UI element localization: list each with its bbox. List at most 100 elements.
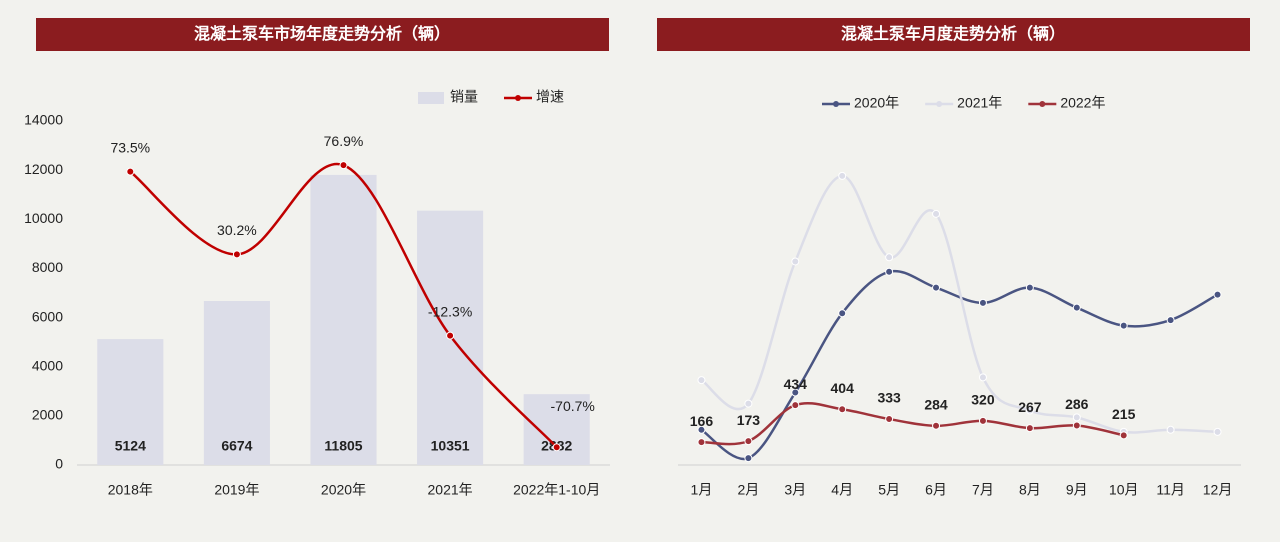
line-series — [701, 401, 1124, 446]
legend-label: 2020年 — [854, 95, 899, 111]
line-series — [700, 269, 1219, 461]
x-tick-label: 2020年 — [321, 482, 366, 498]
x-tick-label: 2022年1-10月 — [513, 482, 600, 498]
point — [697, 376, 706, 385]
point — [838, 171, 847, 180]
point — [1025, 424, 1034, 433]
point — [978, 416, 987, 425]
x-tick-label: 2019年 — [214, 482, 259, 498]
point — [744, 437, 753, 446]
point — [744, 399, 753, 408]
data-label: 76.9% — [324, 133, 364, 149]
legend-label: 增速 — [536, 89, 564, 105]
x-tick-label: 9月 — [1066, 482, 1088, 498]
data-label: 10351 — [431, 438, 470, 454]
data-label: 320 — [971, 392, 995, 408]
chart-title: 混凝土泵车市场年度走势分析（辆） — [194, 24, 450, 43]
y-tick-label: 6000 — [32, 308, 63, 324]
point — [1072, 421, 1081, 430]
y-tick-label: 10000 — [24, 210, 63, 226]
data-label: 284 — [924, 397, 948, 413]
y-tick-label: 2000 — [32, 407, 63, 423]
point — [791, 257, 800, 266]
legend-label: 销量 — [450, 89, 478, 105]
point — [932, 209, 941, 218]
x-tick-label: 4月 — [831, 482, 853, 498]
point — [1166, 425, 1175, 434]
bar — [523, 394, 590, 465]
x-tick-label: 1月 — [691, 482, 713, 498]
point — [744, 454, 753, 463]
data-label: 11805 — [324, 438, 362, 454]
point — [1213, 427, 1222, 436]
point — [1119, 321, 1128, 330]
legend-swatch — [1039, 101, 1046, 107]
x-tick-label: 11月 — [1156, 482, 1185, 498]
legend-swatch — [515, 95, 521, 101]
point — [697, 425, 706, 434]
point — [1072, 413, 1081, 422]
data-label: 5124 — [115, 438, 146, 454]
point — [791, 388, 800, 397]
bar — [203, 301, 270, 465]
y-tick-label: 14000 — [24, 112, 63, 128]
point — [339, 161, 348, 170]
data-label: 30.2% — [217, 222, 257, 238]
point — [791, 401, 800, 410]
point — [885, 415, 894, 424]
point — [932, 421, 941, 430]
point — [838, 309, 847, 318]
chart-title: 混凝土泵车月度走势分析（辆） — [841, 24, 1065, 43]
x-tick-label: 3月 — [784, 482, 806, 498]
point — [232, 250, 241, 259]
y-tick-label: 0 — [55, 456, 63, 472]
x-tick-label: 5月 — [878, 482, 900, 498]
y-tick-label: 4000 — [32, 357, 63, 373]
data-label: 215 — [1112, 406, 1136, 422]
y-tick-label: 12000 — [24, 161, 63, 177]
point — [126, 167, 135, 176]
point — [1072, 303, 1081, 312]
legend-swatch — [833, 101, 839, 107]
x-tick-label: 10月 — [1109, 482, 1139, 498]
legend-label: 2022年 — [1060, 95, 1105, 111]
point — [978, 373, 987, 382]
y-tick-label: 8000 — [32, 259, 63, 275]
line-series — [700, 174, 1218, 434]
point — [697, 438, 706, 447]
title-banner — [36, 18, 609, 51]
data-label: -12.3% — [428, 303, 472, 319]
bar — [310, 174, 377, 466]
point — [446, 331, 455, 340]
point — [838, 405, 847, 414]
data-label: 333 — [877, 390, 901, 406]
point — [1213, 290, 1222, 299]
title-banner — [657, 18, 1250, 51]
data-label: -70.7% — [551, 398, 595, 414]
data-label: 73.5% — [110, 139, 150, 155]
data-label: 286 — [1065, 396, 1089, 412]
x-tick-label: 7月 — [972, 482, 994, 498]
data-label: 166 — [690, 413, 714, 429]
data-label: 267 — [1018, 399, 1042, 415]
data-label: 173 — [737, 412, 761, 428]
point — [932, 283, 941, 292]
x-tick-label: 8月 — [1019, 482, 1041, 498]
point — [552, 443, 561, 452]
data-label: 404 — [831, 380, 855, 396]
point — [1166, 316, 1175, 325]
data-label: 6674 — [221, 438, 252, 454]
data-label: 434 — [784, 376, 808, 392]
bar — [97, 339, 164, 465]
point — [885, 267, 894, 276]
x-tick-label: 12月 — [1203, 482, 1233, 498]
x-tick-label: 2018年 — [108, 482, 153, 498]
legend-swatch — [418, 92, 444, 104]
legend-swatch — [936, 101, 943, 107]
point — [978, 298, 987, 307]
legend-label: 2021年 — [957, 95, 1002, 111]
x-tick-label: 6月 — [925, 482, 947, 498]
point — [1119, 431, 1128, 440]
x-tick-label: 2021年 — [428, 482, 473, 498]
